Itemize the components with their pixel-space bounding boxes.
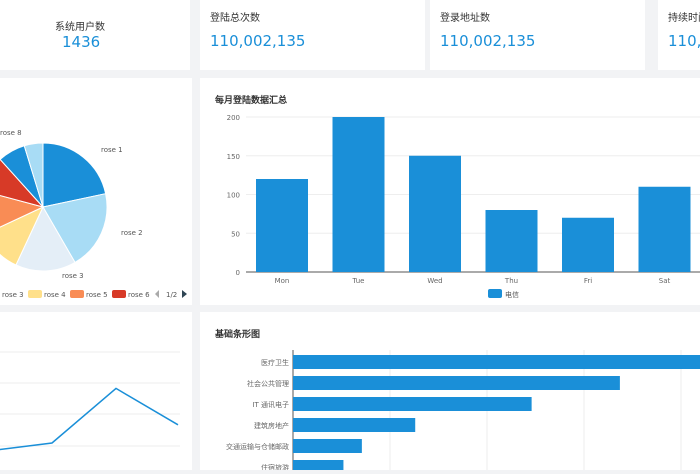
bar-Tue: [332, 117, 385, 272]
bar-医疗卫生: [293, 355, 700, 369]
legend-label: rose 6: [128, 291, 150, 299]
pie-slice-3: [15, 205, 76, 272]
line-panel: [0, 312, 192, 470]
y-tick-label: 0: [236, 269, 240, 277]
pie-slice-2: [42, 193, 108, 264]
pie-panel: rose 1 rose 2 rose 3 rose 8 rose 3 rose 4 rose…: [0, 78, 192, 305]
stat-value: 110,002,135: [440, 32, 536, 50]
bar-Sat: [638, 186, 691, 272]
legend-label: 电信: [505, 290, 519, 299]
y-tick-label: 交通运输与仓储邮政: [226, 442, 289, 451]
y-tick-label: 200: [227, 114, 240, 122]
line-series: [0, 387, 179, 451]
legend-swatch: [70, 290, 84, 298]
slice-label: rose 1: [101, 146, 123, 154]
chart-title: 基础条形图: [215, 330, 261, 340]
x-tick-label: Mon: [275, 277, 290, 285]
stat-card-users: 系统用户数 1436: [0, 0, 190, 70]
x-tick-label: Wed: [427, 277, 442, 285]
y-tick-label: 建筑房地产: [254, 421, 289, 430]
pie-slice-5: [0, 194, 45, 228]
stat-label: 登录地址数: [440, 13, 490, 24]
legend-swatch: [28, 290, 42, 298]
bar-Mon: [256, 179, 308, 272]
x-tick-label: Thu: [504, 277, 518, 285]
stat-value: 110,0: [668, 32, 700, 50]
legend-swatch: [112, 290, 126, 298]
legend-label: rose 3: [2, 291, 24, 299]
legend-prev-icon[interactable]: [155, 290, 159, 298]
slice-label: rose 2: [121, 229, 143, 237]
stat-label: 系统用户数: [55, 22, 105, 33]
stat-card-duration: 持续时间 110,0: [658, 0, 700, 70]
stat-card-addresses: 登录地址数 110,002,135: [430, 0, 645, 70]
x-tick-label: Sat: [659, 277, 671, 285]
y-tick-label: 医疗卫生: [261, 358, 289, 367]
slice-label: rose 3: [62, 272, 84, 280]
pie-slice-4: [0, 205, 45, 266]
chart-title: 每月登陆数据汇总: [215, 96, 288, 106]
stat-label: 持续时间: [668, 13, 700, 24]
bar-chart: 0 50 100 150 200 Mon Tue Wed Thu Fri Sat 电信: [227, 114, 700, 299]
y-tick-label: 100: [227, 192, 240, 200]
bar-panel: 每月登陆数据汇总 0 50 100 150 200 Mon Tue Wed Thu Fri Sat 电…: [200, 78, 700, 305]
y-tick-label: IT 通讯电子: [252, 400, 289, 409]
bar-交通运输与仓储邮政: [293, 439, 362, 453]
y-tick-label: 150: [227, 153, 240, 161]
y-tick-label: 住宿旅游: [261, 463, 289, 470]
stat-value: 1436: [62, 33, 101, 51]
pie-chart: rose 1 rose 2 rose 3 rose 8 rose 3 rose 4 rose…: [0, 129, 187, 299]
legend-page: 1/2: [166, 291, 177, 299]
slice-label: rose 8: [0, 129, 22, 137]
x-tick-label: Tue: [352, 277, 365, 285]
hbar-panel: 基础条形图 医疗卫生社会公共管理 IT 通讯电子 建筑房地产交通运输与仓储邮政住宿旅…: [200, 312, 700, 470]
pie-slice-1: [42, 142, 107, 208]
bar-Thu: [485, 210, 538, 272]
bar-建筑房地产: [293, 418, 416, 432]
bar-住宿旅游: [293, 460, 344, 470]
legend-next-icon[interactable]: [182, 290, 187, 298]
bar-社会公共管理: [293, 376, 620, 390]
legend-swatch: [488, 289, 502, 298]
bar-IT 通讯电子: [293, 397, 532, 411]
pie-slice-8: [23, 142, 44, 208]
y-tick-label: 50: [231, 230, 240, 238]
line-chart: [0, 351, 180, 451]
y-tick-label: 社会公共管理: [247, 379, 289, 388]
bar-Fri: [562, 217, 614, 272]
legend-label: rose 5: [86, 291, 108, 299]
stat-card-logins: 登陆总次数 110,002,135: [200, 0, 425, 70]
bar-Wed: [409, 155, 461, 272]
stat-value: 110,002,135: [210, 32, 306, 50]
legend-label: rose 4: [44, 291, 66, 299]
x-tick-label: Fri: [584, 277, 592, 285]
stat-label: 登陆总次数: [210, 13, 260, 24]
